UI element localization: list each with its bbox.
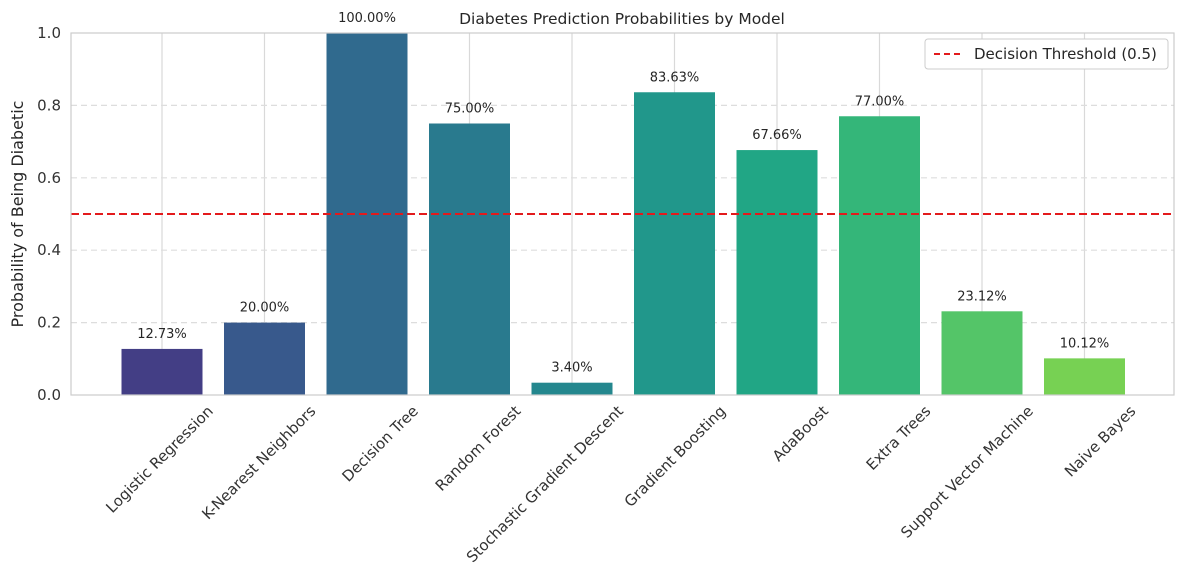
data-label: 20.00% bbox=[240, 301, 290, 316]
bar bbox=[1044, 358, 1125, 395]
bar bbox=[634, 92, 715, 395]
data-label: 3.40% bbox=[551, 361, 592, 376]
bar bbox=[429, 123, 510, 395]
data-label: 67.66% bbox=[752, 128, 802, 143]
bar bbox=[941, 311, 1023, 395]
bars bbox=[121, 33, 1125, 395]
data-label: 77.00% bbox=[855, 94, 905, 109]
x-tick-label: Gradient Boosting bbox=[621, 402, 730, 511]
x-tick-label: Decision Tree bbox=[338, 402, 421, 485]
y-tick-label: 0.6 bbox=[37, 169, 61, 187]
bar bbox=[531, 382, 613, 395]
x-tick-label: Random Forest bbox=[432, 402, 525, 495]
x-tick-label: AdaBoost bbox=[769, 402, 832, 465]
y-tick-label: 0.4 bbox=[37, 241, 61, 259]
data-label: 83.63% bbox=[650, 70, 700, 85]
x-tick-label: Naive Bayes bbox=[1061, 402, 1140, 481]
legend: Decision Threshold (0.5) bbox=[924, 38, 1169, 70]
data-label: 75.00% bbox=[445, 102, 495, 117]
x-tick-label: K-Nearest Neighbors bbox=[198, 402, 319, 523]
data-label: 12.73% bbox=[137, 327, 187, 342]
bar bbox=[121, 348, 203, 395]
bar bbox=[736, 150, 818, 395]
legend-box bbox=[924, 38, 1169, 70]
x-tick-label: Logistic Regression bbox=[102, 402, 216, 516]
legend-threshold-label: Decision Threshold (0.5) bbox=[974, 45, 1157, 63]
x-tick-label: Extra Trees bbox=[863, 402, 935, 474]
y-tick-labels: 0.0 0.2 0.4 0.6 0.8 1.0 bbox=[37, 24, 61, 404]
y-axis-label: Probability of Being Diabetic bbox=[8, 101, 27, 328]
bar bbox=[224, 322, 305, 395]
data-label: 23.12% bbox=[957, 289, 1007, 304]
y-tick-label: 0.0 bbox=[37, 386, 61, 404]
y-tick-label: 0.2 bbox=[37, 314, 61, 332]
y-tick-label: 1.0 bbox=[37, 24, 61, 42]
data-label: 10.12% bbox=[1060, 336, 1110, 351]
data-label: 100.00% bbox=[338, 11, 396, 26]
data-labels: 12.73% 20.00% 100.00% 75.00% 3.40% 83.63% 67.6… bbox=[137, 11, 1109, 376]
plot-frame bbox=[70, 32, 1175, 396]
bar bbox=[839, 116, 920, 395]
y-tick-label: 0.8 bbox=[37, 96, 61, 114]
chart-title: Diabetes Prediction Probabilities by Mod… bbox=[459, 10, 785, 28]
